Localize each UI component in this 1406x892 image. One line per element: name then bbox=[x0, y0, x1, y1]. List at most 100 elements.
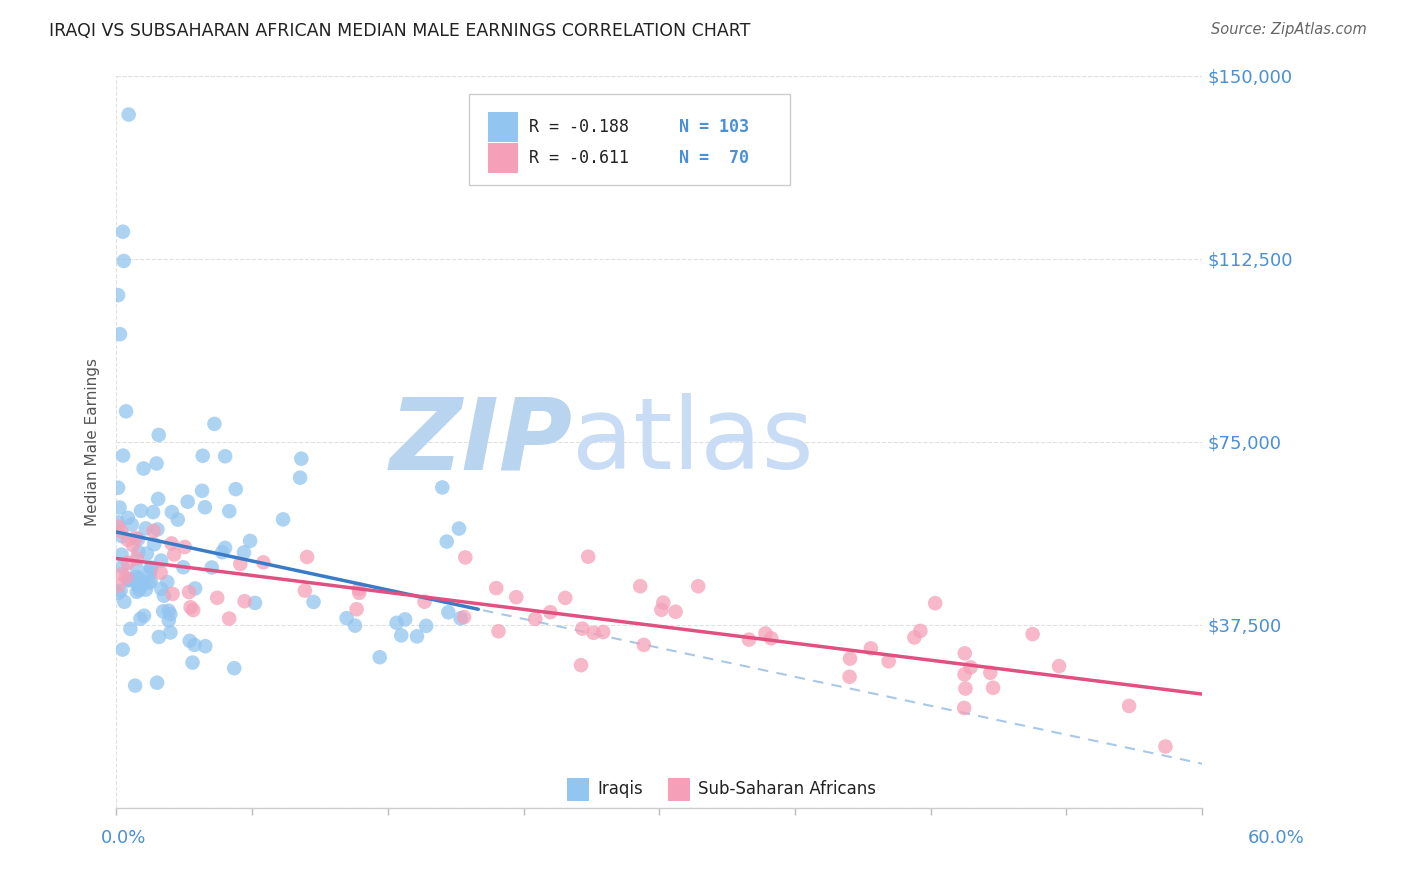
Point bbox=[953, 667, 976, 681]
Point bbox=[218, 504, 240, 518]
Point bbox=[177, 585, 200, 599]
Point bbox=[218, 611, 240, 625]
Point bbox=[111, 529, 134, 543]
Point bbox=[132, 575, 155, 590]
Point bbox=[859, 641, 882, 656]
Point bbox=[148, 428, 170, 442]
Point bbox=[107, 578, 129, 592]
Point bbox=[184, 582, 207, 596]
Point bbox=[107, 519, 129, 533]
Point bbox=[582, 625, 605, 640]
Point bbox=[117, 573, 139, 587]
Text: atlas: atlas bbox=[572, 393, 814, 490]
Point bbox=[146, 523, 169, 537]
Point bbox=[146, 675, 169, 690]
Point bbox=[107, 288, 129, 302]
Point bbox=[128, 545, 150, 559]
Point bbox=[112, 595, 135, 609]
Point bbox=[290, 451, 312, 466]
Point bbox=[505, 590, 527, 604]
Point bbox=[110, 548, 132, 562]
Point bbox=[437, 605, 460, 619]
Point bbox=[194, 500, 217, 515]
Point bbox=[143, 537, 166, 551]
Point bbox=[148, 491, 170, 506]
Point bbox=[122, 538, 145, 552]
Point bbox=[135, 521, 157, 535]
Point bbox=[592, 625, 614, 640]
Bar bbox=[488, 112, 517, 143]
Point bbox=[571, 622, 593, 636]
Point bbox=[157, 614, 180, 628]
Point bbox=[538, 605, 561, 619]
Point bbox=[650, 603, 672, 617]
Point bbox=[149, 566, 172, 580]
Point bbox=[336, 611, 359, 625]
Point bbox=[159, 625, 181, 640]
Point bbox=[754, 626, 776, 640]
Point bbox=[214, 450, 236, 464]
Point bbox=[1154, 739, 1177, 754]
Point bbox=[156, 574, 179, 589]
Point bbox=[117, 533, 139, 547]
Bar bbox=[567, 778, 589, 801]
Point bbox=[160, 536, 183, 550]
Point bbox=[163, 548, 186, 562]
Point bbox=[111, 225, 134, 239]
Point bbox=[128, 582, 150, 597]
Point bbox=[125, 531, 148, 545]
Point bbox=[125, 585, 148, 599]
Point bbox=[554, 591, 576, 605]
Bar bbox=[488, 143, 517, 173]
Point bbox=[120, 622, 142, 636]
Point bbox=[111, 559, 134, 574]
Point bbox=[145, 457, 167, 471]
Point bbox=[344, 618, 367, 632]
Point bbox=[191, 449, 214, 463]
Point bbox=[454, 550, 477, 565]
Point bbox=[955, 681, 977, 696]
Point bbox=[142, 524, 165, 538]
Point bbox=[111, 642, 134, 657]
Text: ZIP: ZIP bbox=[389, 393, 572, 490]
Point bbox=[181, 603, 204, 617]
Point bbox=[389, 628, 412, 642]
Point bbox=[117, 556, 139, 570]
Point bbox=[132, 461, 155, 475]
Point bbox=[1047, 659, 1070, 673]
Point bbox=[159, 607, 181, 621]
Point bbox=[979, 665, 1001, 680]
Text: IRAQI VS SUBSAHARAN AFRICAN MEDIAN MALE EARNINGS CORRELATION CHART: IRAQI VS SUBSAHARAN AFRICAN MEDIAN MALE … bbox=[49, 22, 751, 40]
Point bbox=[157, 604, 180, 618]
Point bbox=[138, 575, 160, 590]
Point bbox=[738, 632, 761, 647]
Point bbox=[108, 500, 131, 515]
Point bbox=[252, 555, 274, 569]
Point bbox=[877, 654, 900, 668]
Point bbox=[125, 561, 148, 575]
Point bbox=[302, 595, 325, 609]
Point bbox=[191, 483, 214, 498]
Point bbox=[115, 571, 138, 585]
Point bbox=[225, 482, 247, 496]
Y-axis label: Median Male Earnings: Median Male Earnings bbox=[86, 358, 100, 525]
Point bbox=[368, 650, 391, 665]
Point bbox=[110, 583, 132, 598]
Point bbox=[665, 605, 688, 619]
Point bbox=[1118, 698, 1140, 713]
Point bbox=[112, 254, 135, 268]
Point bbox=[139, 560, 162, 574]
Point bbox=[107, 516, 129, 530]
Point bbox=[394, 612, 416, 626]
Point bbox=[688, 579, 710, 593]
Point bbox=[129, 504, 152, 518]
Point bbox=[924, 596, 946, 610]
Point bbox=[201, 560, 224, 574]
Point bbox=[166, 513, 188, 527]
Point bbox=[903, 631, 925, 645]
Point bbox=[127, 532, 149, 546]
Point bbox=[107, 481, 129, 495]
Point bbox=[180, 600, 202, 615]
Text: 0.0%: 0.0% bbox=[101, 829, 146, 847]
Point bbox=[1021, 627, 1043, 641]
